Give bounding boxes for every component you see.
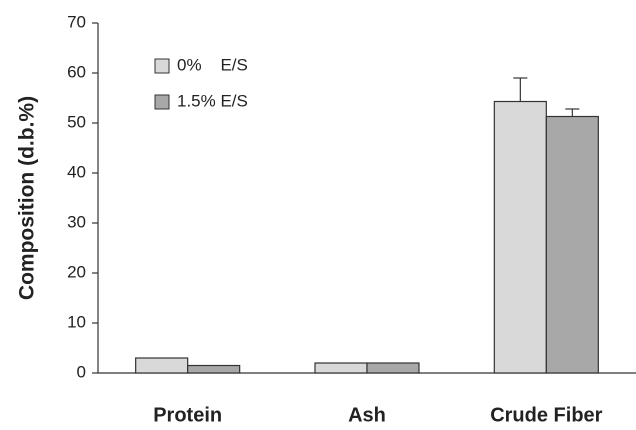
bar [493,100,547,374]
y-tick-label: 30 [67,212,86,231]
legend-swatch [154,94,170,110]
x-tick-label: Protein [153,404,222,426]
legend-label: 0% E/S [177,55,248,74]
y-tick-label: 10 [67,312,86,331]
x-tick-label: Crude Fiber [490,404,602,426]
error-bar [513,77,528,102]
y-tick-label: 40 [67,162,86,181]
y-tick-label: 50 [67,112,86,131]
y-tick-label: 60 [67,62,86,81]
y-tick-label: 20 [67,262,86,281]
x-tick-label: Ash [348,404,386,426]
bar [366,362,420,374]
y-tick-label: 70 [67,12,86,31]
legend-label: 1.5% E/S [177,91,248,110]
bar [187,364,241,374]
bar [545,115,599,374]
y-tick-label: 0 [77,362,86,381]
bar [135,357,189,374]
legend-swatch [154,58,170,74]
bar [314,362,368,374]
error-bar [565,108,580,117]
y-axis-title: Composition (d.b.%) [16,96,39,300]
